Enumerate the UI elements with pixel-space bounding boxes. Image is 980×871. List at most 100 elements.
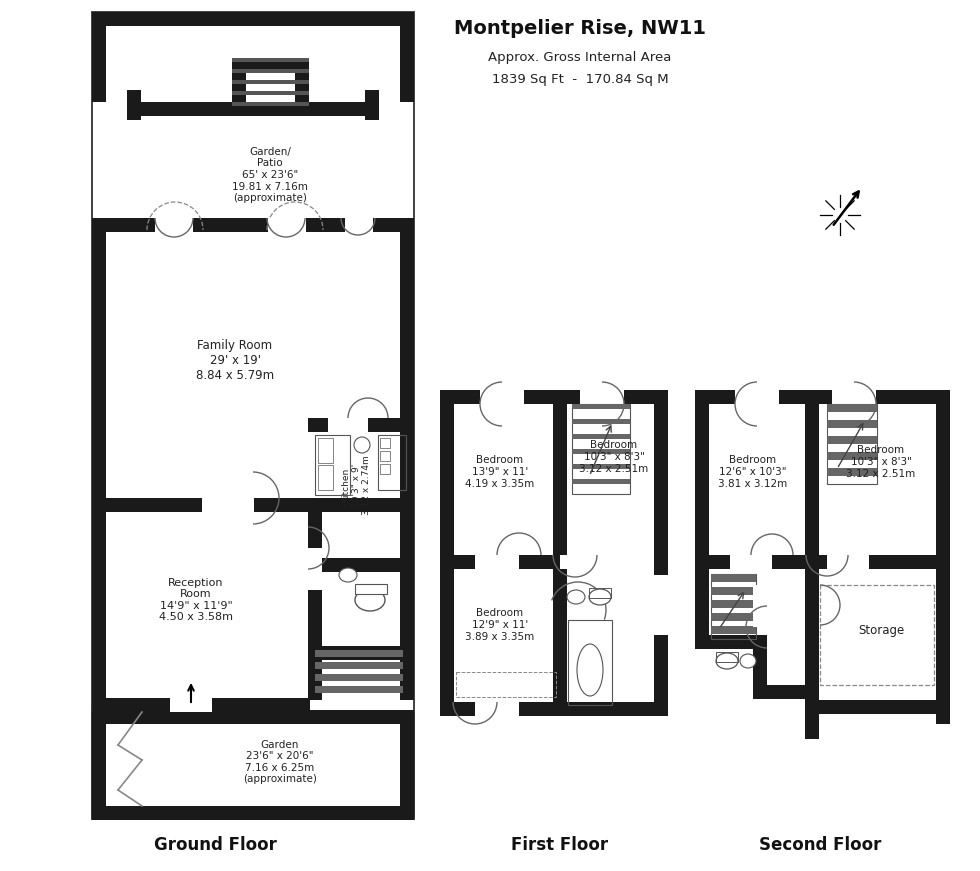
Ellipse shape (567, 590, 585, 604)
Bar (827, 420, 877, 428)
Bar (711, 574, 756, 639)
Bar (232, 58, 302, 72)
Bar (355, 585, 387, 595)
Bar (654, 575, 668, 635)
Bar (92, 710, 106, 818)
Bar (400, 710, 414, 818)
Bar (475, 555, 519, 569)
Bar (127, 102, 365, 116)
Bar (92, 218, 414, 232)
Ellipse shape (716, 653, 738, 669)
Bar (232, 69, 309, 73)
Bar (716, 652, 738, 662)
Text: Ground Floor: Ground Floor (154, 836, 276, 854)
Bar (92, 712, 414, 818)
Bar (572, 404, 630, 409)
Bar (572, 449, 630, 454)
Bar (805, 569, 819, 739)
Text: Approx. Gross Internal Area: Approx. Gross Internal Area (488, 51, 671, 64)
Bar (202, 498, 254, 512)
Bar (580, 390, 624, 404)
Bar (440, 390, 454, 716)
Bar (695, 390, 950, 404)
Text: First Floor: First Floor (512, 836, 609, 854)
Bar (827, 452, 877, 460)
Ellipse shape (589, 589, 611, 605)
Bar (695, 635, 753, 649)
Ellipse shape (577, 644, 603, 696)
Bar (92, 12, 414, 819)
Ellipse shape (740, 654, 756, 668)
Bar (575, 555, 619, 569)
Bar (456, 672, 556, 697)
Bar (232, 58, 309, 62)
Bar (695, 555, 950, 569)
Bar (315, 674, 403, 681)
Bar (127, 90, 141, 120)
Bar (92, 698, 310, 712)
Text: Bedroom
12'6" x 10'3"
3.81 x 3.12m: Bedroom 12'6" x 10'3" 3.81 x 3.12m (718, 456, 788, 489)
Bar (328, 418, 368, 432)
Bar (572, 404, 630, 494)
Bar (805, 390, 819, 569)
Text: Reception
Room
14'9" x 11'9"
4.50 x 3.58m: Reception Room 14'9" x 11'9" 4.50 x 3.58… (159, 577, 233, 623)
Text: Family Room
29' x 19'
8.84 x 5.79m: Family Room 29' x 19' 8.84 x 5.79m (196, 339, 274, 381)
Bar (365, 90, 379, 120)
Bar (318, 465, 333, 490)
Bar (572, 464, 630, 469)
Bar (440, 702, 668, 716)
Bar (92, 498, 414, 512)
Bar (711, 587, 756, 595)
Bar (400, 418, 414, 700)
Bar (380, 464, 390, 474)
Bar (827, 555, 869, 569)
Bar (380, 451, 390, 461)
Text: Montpelier Rise, NW11: Montpelier Rise, NW11 (454, 18, 706, 37)
Bar (936, 390, 950, 569)
Bar (711, 600, 756, 608)
Bar (753, 585, 767, 627)
Bar (170, 698, 212, 712)
Bar (232, 91, 309, 95)
Text: Garden
23'6" x 20'6"
7.16 x 6.25m
(approximate): Garden 23'6" x 20'6" 7.16 x 6.25m (appro… (243, 739, 317, 785)
Bar (827, 404, 877, 484)
Bar (308, 498, 322, 700)
Bar (589, 588, 611, 598)
Bar (92, 218, 106, 700)
Text: Bedroom
10'3" x 8'3"
3.12 x 2.51m: Bedroom 10'3" x 8'3" 3.12 x 2.51m (847, 445, 915, 478)
Bar (440, 390, 668, 404)
Circle shape (354, 437, 370, 453)
Bar (827, 436, 877, 444)
Bar (380, 438, 390, 448)
Bar (730, 555, 772, 569)
Text: Kitchen
10'3" x 9'
3.12 x 2.74m: Kitchen 10'3" x 9' 3.12 x 2.74m (341, 456, 370, 515)
Bar (232, 80, 309, 84)
Bar (572, 479, 630, 484)
Bar (654, 390, 668, 716)
Ellipse shape (339, 568, 357, 582)
Bar (936, 569, 950, 724)
Bar (711, 626, 756, 634)
Bar (308, 646, 414, 660)
Text: Storage: Storage (858, 624, 905, 637)
Bar (568, 620, 612, 705)
Text: Bedroom
10'3" x 8'3"
3.12 x 2.51m: Bedroom 10'3" x 8'3" 3.12 x 2.51m (579, 441, 649, 474)
Bar (827, 404, 877, 412)
Bar (308, 558, 414, 572)
Bar (155, 218, 193, 232)
Bar (232, 58, 246, 113)
Bar (480, 390, 524, 404)
Bar (827, 468, 877, 476)
Bar (695, 390, 709, 569)
Bar (92, 710, 414, 724)
Bar (753, 685, 812, 699)
Bar (315, 662, 403, 669)
Bar (315, 650, 403, 657)
Text: Bedroom
12'9" x 11'
3.89 x 3.35m: Bedroom 12'9" x 11' 3.89 x 3.35m (466, 609, 535, 642)
Bar (308, 418, 414, 432)
Bar (92, 498, 106, 700)
Bar (711, 574, 756, 582)
Bar (553, 390, 567, 569)
Text: 1839 Sq Ft  -  170.84 Sq M: 1839 Sq Ft - 170.84 Sq M (492, 73, 668, 86)
Text: Bedroom
13'9" x 11'
4.19 x 3.35m: Bedroom 13'9" x 11' 4.19 x 3.35m (466, 456, 535, 489)
